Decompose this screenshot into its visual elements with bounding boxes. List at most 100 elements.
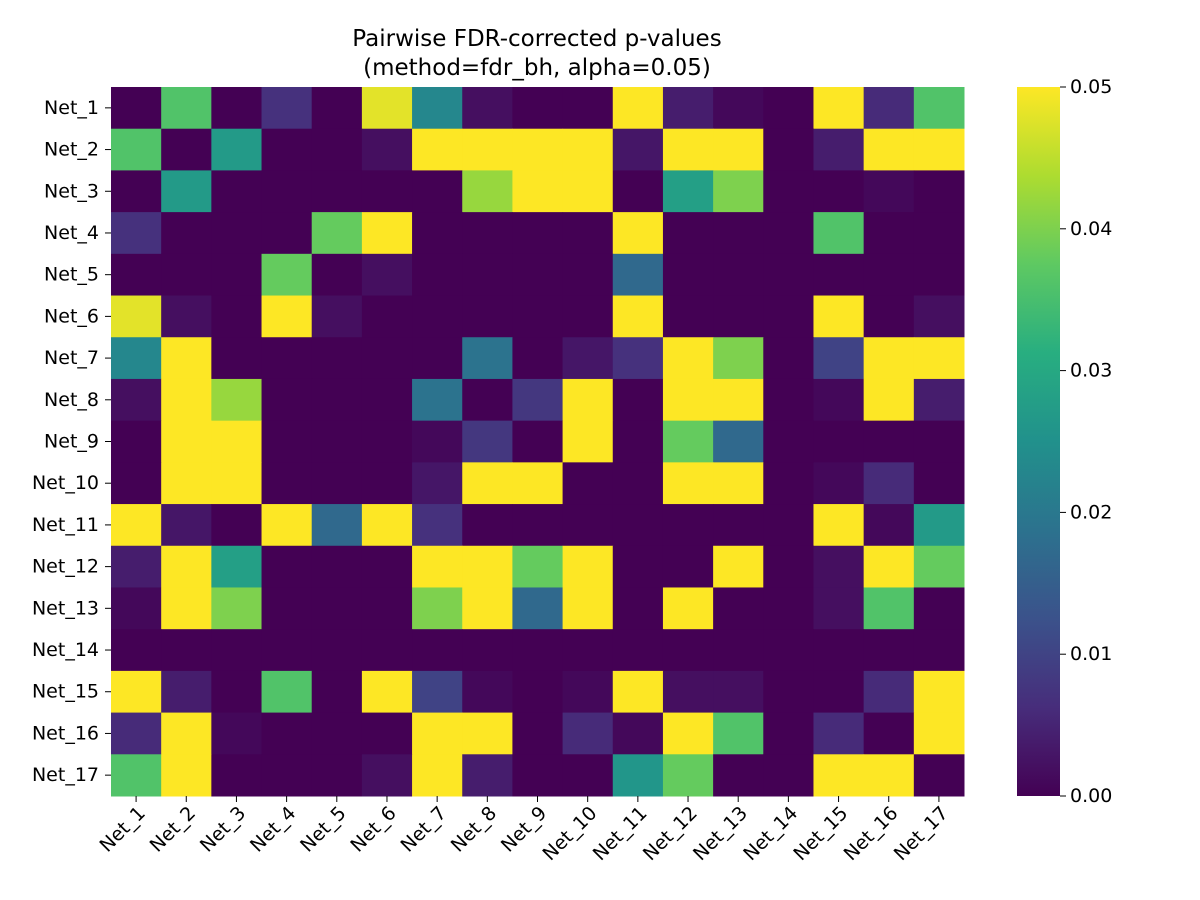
heatmap-cell-r17-c7 [412, 754, 463, 797]
heatmap-cell-r6-c1 [111, 295, 162, 338]
heatmap-cell-r3-c3 [211, 170, 263, 213]
heatmap-cell-r8-c11 [612, 378, 664, 422]
x-tick-label: Net_7 [397, 802, 451, 856]
heatmap-cell-r15-c5 [311, 670, 363, 714]
x-tick-label: Net_10 [539, 802, 602, 865]
heatmap-cell-r1-c14 [763, 87, 814, 130]
chart-title: Pairwise FDR-corrected p-values [352, 26, 721, 52]
heatmap-cell-r9-c8 [462, 420, 513, 463]
heatmap-cell-r6-c9 [512, 295, 564, 338]
heatmap-cell-r8-c2 [161, 378, 212, 422]
heatmap-cell-r9-c6 [361, 420, 413, 463]
heatmap-cell-r2-c13 [713, 128, 764, 171]
heatmap-cell-r17-c6 [361, 754, 413, 797]
heatmap-cell-r11-c13 [713, 504, 764, 547]
heatmap-cell-r7-c7 [412, 337, 463, 380]
x-tick-label: Net_16 [840, 802, 903, 865]
heatmap-cell-r5-c7 [412, 253, 463, 297]
heatmap-cell-r13-c2 [161, 587, 212, 630]
heatmap-cell-r10-c9 [512, 462, 564, 505]
heatmap-cell-r11-c2 [161, 504, 212, 547]
heatmap-cell-r6-c11 [612, 295, 664, 338]
heatmap-cell-r11-c6 [361, 504, 413, 547]
heatmap-cell-r12-c3 [211, 545, 263, 588]
heatmap-cell-r10-c11 [612, 462, 664, 505]
heatmap-cell-r16-c13 [713, 712, 764, 755]
heatmap-cell-r12-c2 [161, 545, 212, 588]
heatmap-cell-r7-c17 [913, 337, 965, 380]
heatmap-cell-r10-c12 [662, 462, 714, 505]
heatmap-cell-r14-c8 [462, 629, 513, 672]
heatmap-cell-r16-c5 [311, 712, 363, 755]
heatmap-cell-r15-c8 [462, 670, 513, 714]
heatmap-cell-r13-c10 [562, 587, 614, 630]
heatmap-cell-r15-c16 [863, 670, 915, 714]
heatmap-cell-r13-c11 [612, 587, 664, 630]
heatmap-cell-r13-c17 [913, 587, 965, 630]
heatmap-cell-r16-c6 [361, 712, 413, 755]
heatmap-cell-r15-c13 [713, 670, 764, 714]
heatmap-cell-r8-c12 [662, 378, 714, 422]
heatmap-cell-r10-c3 [211, 462, 263, 505]
heatmap-cell-r9-c7 [412, 420, 463, 463]
heatmap-cell-r11-c14 [763, 504, 814, 547]
heatmap-cell-r10-c17 [913, 462, 965, 505]
heatmap-cell-r2-c7 [412, 128, 463, 171]
heatmap-cell-r4-c11 [612, 212, 664, 255]
x-tick-label: Net_3 [196, 802, 250, 856]
heatmap-cell-r10-c5 [311, 462, 363, 505]
x-tick-label: Net_6 [346, 802, 400, 856]
heatmap-cell-r10-c10 [562, 462, 614, 505]
heatmap-cell-r7-c16 [863, 337, 915, 380]
heatmap-cell-r14-c16 [863, 629, 915, 672]
heatmap-cell-r13-c6 [361, 587, 413, 630]
heatmap-cell-r15-c10 [562, 670, 614, 714]
heatmap-cell-r16-c8 [462, 712, 513, 755]
heatmap-cell-r9-c12 [662, 420, 714, 463]
x-tick-label: Net_13 [689, 802, 752, 865]
heatmap-cell-r3-c2 [161, 170, 212, 213]
heatmap-cell-r17-c13 [713, 754, 764, 797]
heatmap-cells [111, 87, 965, 797]
heatmap-cell-r13-c4 [261, 587, 313, 630]
heatmap-cell-r8-c1 [111, 378, 162, 422]
heatmap-cell-r2-c1 [111, 128, 162, 171]
heatmap-cell-r4-c4 [261, 212, 313, 255]
colorbar-tick-label: 0.03 [1070, 360, 1112, 382]
heatmap-cell-r16-c2 [161, 712, 212, 755]
y-tick-label: Net_16 [32, 722, 99, 744]
heatmap-cell-r6-c10 [562, 295, 614, 338]
heatmap-cell-r11-c4 [261, 504, 313, 547]
heatmap-cell-r1-c6 [361, 87, 413, 130]
heatmap-cell-r15-c9 [512, 670, 564, 714]
heatmap-cell-r4-c1 [111, 212, 162, 255]
heatmap-cell-r6-c16 [863, 295, 915, 338]
heatmap-cell-r4-c2 [161, 212, 212, 255]
heatmap-cell-r7-c6 [361, 337, 413, 380]
heatmap-cell-r13-c9 [512, 587, 564, 630]
heatmap-cell-r16-c4 [261, 712, 313, 755]
heatmap-cell-r1-c9 [512, 87, 564, 130]
y-tick-label: Net_17 [32, 764, 99, 786]
heatmap-cell-r10-c6 [361, 462, 413, 505]
heatmap-cell-r3-c4 [261, 170, 313, 213]
y-tick-label: Net_1 [44, 97, 99, 119]
heatmap-cell-r9-c17 [913, 420, 965, 463]
heatmap-cell-r10-c8 [462, 462, 513, 505]
heatmap-cell-r8-c6 [361, 378, 413, 422]
heatmap-cell-r2-c17 [913, 128, 965, 171]
x-tick-label: Net_1 [95, 802, 149, 856]
heatmap-cell-r15-c15 [813, 670, 865, 714]
heatmap-cell-r6-c15 [813, 295, 865, 338]
heatmap-cell-r9-c9 [512, 420, 564, 463]
heatmap-cell-r9-c16 [863, 420, 915, 463]
heatmap-cell-r1-c12 [662, 87, 714, 130]
heatmap-cell-r2-c16 [863, 128, 915, 171]
heatmap-cell-r1-c2 [161, 87, 212, 130]
heatmap-cell-r11-c5 [311, 504, 363, 547]
colorbar-tick-label: 0.04 [1070, 218, 1112, 240]
heatmap-cell-r2-c11 [612, 128, 664, 171]
heatmap-cell-r14-c13 [713, 629, 764, 672]
heatmap-cell-r13-c3 [211, 587, 263, 630]
heatmap-cell-r16-c11 [612, 712, 664, 755]
